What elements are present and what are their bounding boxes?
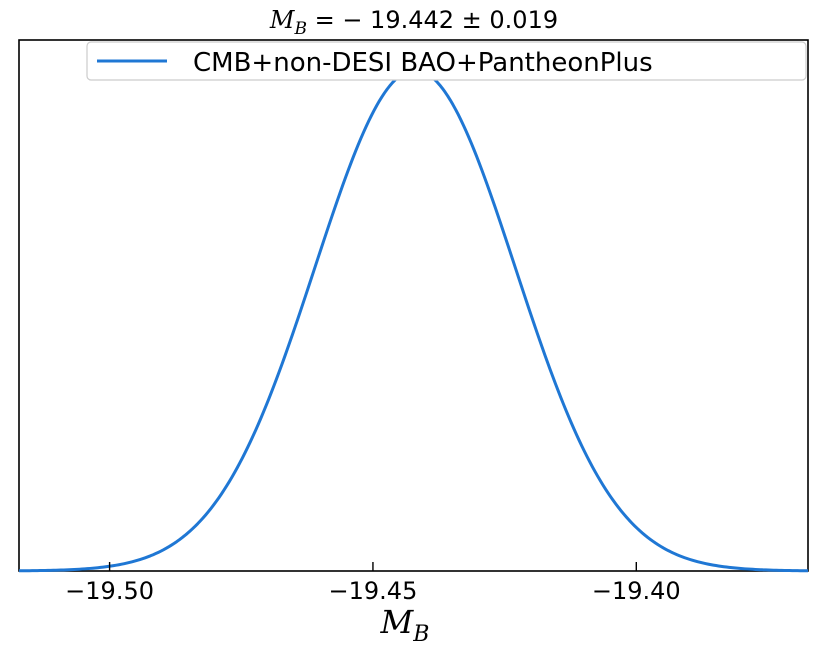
title-subscript: B bbox=[293, 19, 307, 39]
xlabel-symbol: M bbox=[380, 603, 415, 641]
xlabel-subscript: B bbox=[412, 622, 429, 647]
title-symbol: M bbox=[269, 6, 296, 34]
legend-label: CMB+non-DESI BAO+PantheonPlus bbox=[193, 48, 653, 78]
legend: CMB+non-DESI BAO+PantheonPlus bbox=[86, 41, 807, 81]
x-tick-label-2: −19.40 bbox=[592, 577, 681, 605]
plot-area-frame bbox=[18, 39, 809, 572]
chart-title: MB = − 19.442 ± 0.019 bbox=[269, 6, 558, 39]
series-layer bbox=[18, 68, 809, 573]
x-axis-ticks: −19.50 −19.45 −19.40 bbox=[65, 562, 681, 605]
x-tick-label-0: −19.50 bbox=[65, 577, 154, 605]
x-tick-label-1: −19.45 bbox=[329, 577, 418, 605]
x-axis-label: MB bbox=[380, 603, 430, 647]
title-rest: = − 19.442 ± 0.019 bbox=[307, 6, 558, 34]
legend-box bbox=[86, 41, 807, 81]
series-line-0 bbox=[18, 68, 809, 573]
